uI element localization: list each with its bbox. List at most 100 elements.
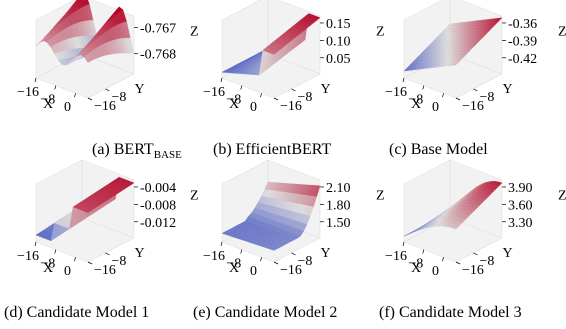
y-tick — [105, 88, 110, 92]
z-tick-label: 3.30 — [508, 216, 533, 231]
z-tick-label: 0.05 — [326, 52, 351, 67]
y-axis-label: Y — [135, 82, 145, 97]
surface-mesh — [221, 181, 321, 251]
y-axis-label: Y — [503, 246, 513, 261]
y-tick — [87, 97, 93, 101]
caption-b: (b) EfficientBERT — [213, 141, 332, 158]
x-axis-label: X — [43, 261, 53, 276]
z-tick-label: 3.90 — [508, 181, 533, 196]
x-tick — [260, 93, 262, 98]
y-tick — [291, 252, 296, 256]
x-tick — [54, 85, 57, 90]
z-axis-label: Z — [376, 189, 385, 204]
x-tick-label: −16 — [385, 249, 407, 264]
y-axis-label: Y — [503, 82, 513, 97]
x-tick-label: −8 — [408, 257, 423, 272]
x-tick — [34, 241, 37, 247]
y-tick-label: −16 — [462, 263, 484, 278]
y-tick-label: −8 — [111, 90, 126, 105]
x-tick-label: 0 — [64, 264, 71, 279]
y-tick — [105, 252, 110, 256]
y-tick-label: −16 — [94, 263, 116, 278]
z-tick-label: 2.10 — [326, 181, 351, 196]
x-tick-label: −16 — [385, 85, 407, 100]
z-tick-label: -0.42 — [508, 52, 537, 67]
x-tick-label: −8 — [226, 93, 241, 108]
y-tick-label: −8 — [479, 254, 494, 269]
z-tick-label: -0.767 — [140, 22, 176, 37]
x-tick — [74, 93, 76, 98]
surface-mesh — [403, 181, 503, 237]
surface-facet — [269, 50, 278, 55]
surface-mesh — [35, 176, 135, 242]
z-tick-label: -0.39 — [508, 34, 537, 49]
x-tick-label: −8 — [226, 257, 241, 272]
surface-mesh — [403, 17, 503, 72]
y-axis-label: Y — [321, 82, 331, 97]
y-tick — [473, 252, 478, 256]
x-tick-label: −8 — [40, 257, 55, 272]
x-tick — [34, 77, 37, 83]
z-tick-label: -0.36 — [508, 17, 537, 32]
surface-facet — [451, 224, 460, 230]
x-tick — [422, 85, 425, 90]
x-tick-label: 0 — [250, 264, 257, 279]
z-tick-label: -0.012 — [140, 216, 176, 231]
y-tick-label: −16 — [462, 99, 484, 114]
x-tick-label: −8 — [408, 93, 423, 108]
z-tick-label: 0.15 — [326, 17, 351, 32]
z-axis-label: Z — [190, 25, 199, 40]
surface-facet — [269, 247, 278, 251]
y-axis-label: Y — [321, 246, 331, 261]
x-tick-label: −16 — [203, 249, 225, 264]
z-tick-label: -0.008 — [140, 198, 176, 213]
y-tick — [455, 261, 461, 265]
z-tick-label: 0.10 — [326, 34, 351, 49]
x-axis-label: X — [411, 97, 421, 112]
x-tick — [220, 241, 223, 247]
z-tick-label: 1.80 — [326, 198, 351, 213]
x-tick-label: −16 — [17, 249, 39, 264]
y-tick-label: −8 — [297, 90, 312, 105]
x-tick-label: 0 — [250, 100, 257, 115]
x-tick — [220, 77, 223, 83]
x-tick — [402, 77, 405, 83]
z-axis-label: Z — [558, 25, 566, 40]
x-tick — [74, 257, 76, 262]
surface-facet — [84, 54, 92, 63]
y-tick — [455, 97, 461, 101]
y-tick-label: −8 — [111, 254, 126, 269]
caption-d: (d) Candidate Model 1 — [4, 304, 150, 321]
y-tick — [87, 261, 93, 265]
caption-f: (f) Candidate Model 3 — [379, 304, 522, 321]
x-tick-label: 0 — [432, 264, 439, 279]
y-tick-label: −8 — [297, 254, 312, 269]
caption-c: (c) Base Model — [389, 141, 488, 158]
z-axis-label: Z — [190, 189, 199, 204]
z-tick-label: -0.768 — [140, 48, 176, 63]
y-tick-label: −8 — [479, 90, 494, 105]
y-axis-label: Y — [135, 246, 145, 261]
caption-e: (e) Candidate Model 2 — [193, 304, 338, 321]
x-tick-label: −16 — [203, 85, 225, 100]
x-tick — [442, 93, 444, 98]
y-tick-label: −16 — [280, 263, 302, 278]
z-tick-label: 1.50 — [326, 216, 351, 231]
y-tick — [273, 261, 279, 265]
x-tick-label: −16 — [17, 85, 39, 100]
surface-plot-c: −16−80X −8−16Y-0.36-0.39-0.42Z — [385, 0, 566, 115]
x-tick — [54, 249, 57, 254]
surface-mesh — [221, 13, 321, 76]
x-axis-label: X — [411, 261, 421, 276]
y-tick — [473, 88, 478, 92]
x-tick — [240, 85, 243, 90]
z-axis-label: Z — [376, 25, 385, 40]
z-axis-label: Z — [558, 189, 566, 204]
x-tick — [240, 249, 243, 254]
surface-facet — [83, 208, 92, 213]
x-tick — [422, 249, 425, 254]
x-tick — [402, 241, 405, 247]
